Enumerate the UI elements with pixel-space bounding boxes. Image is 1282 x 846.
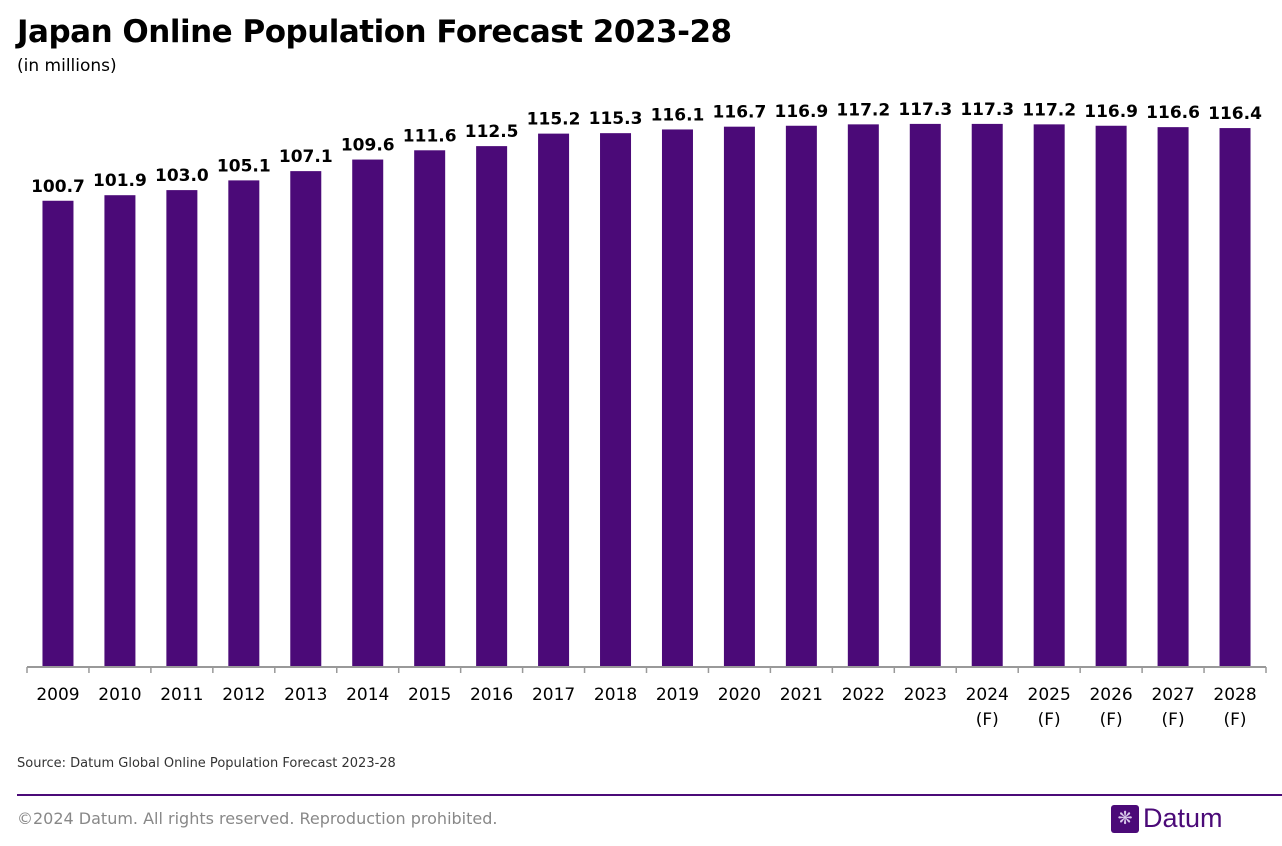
x-tick-label: 2028 [1213,685,1256,705]
x-tick-label: (F) [1162,710,1185,730]
x-tick-label: 2013 [284,685,327,705]
bar [1095,125,1127,668]
data-label: 117.2 [1022,100,1076,120]
x-tick-label: (F) [976,710,999,730]
x-tick-label: 2021 [780,685,823,705]
data-label: 116.6 [1146,103,1200,123]
data-label: 115.3 [589,109,643,129]
data-label: 117.2 [836,100,890,120]
x-tick-label: (F) [1224,710,1247,730]
bar [290,171,322,667]
bar [661,129,693,667]
data-label: 100.7 [31,177,85,197]
x-tick-label: 2012 [222,685,265,705]
source-note: Source: Datum Global Online Population F… [17,756,396,771]
bar [847,124,879,667]
x-tick-label: 2022 [842,685,885,705]
data-label: 116.9 [1084,102,1138,122]
bar [166,190,198,668]
bar [1157,127,1189,668]
data-label: 109.6 [341,136,395,156]
bar [1219,128,1251,667]
logo-text: Datum [1143,803,1223,833]
bar [104,195,136,667]
bar [600,133,632,667]
bar [723,126,755,667]
x-tick-label: 2017 [532,685,575,705]
chart-subtitle: (in millions) [17,56,117,76]
data-label: 111.6 [403,126,457,146]
bar [42,200,74,667]
data-label: 117.3 [960,100,1014,120]
bar [476,146,508,667]
bar [1033,124,1065,667]
datum-logo: ❋ Datum [1111,803,1223,834]
footer-divider [17,794,1282,796]
bar-chart: 100.7 2009 101.9 2010 103.0 2011 105.1 2012 107.… [26,100,1267,730]
data-label: 107.1 [279,147,333,167]
data-label: 117.3 [898,100,952,120]
x-tick-label: 2025 [1028,685,1071,705]
bar [414,150,446,668]
bar [971,123,1003,667]
x-tick-label: 2010 [98,685,141,705]
x-tick-label: 2011 [160,685,203,705]
chart-title: Japan Online Population Forecast 2023-28 [17,14,732,50]
x-tick-label: 2014 [346,685,389,705]
data-label: 116.4 [1208,104,1262,124]
bar [909,123,941,667]
data-label: 105.1 [217,156,271,176]
data-label: 116.7 [713,103,767,123]
copyright: ©2024 Datum. All rights reserved. Reprod… [17,809,498,828]
x-tick-label: 2020 [718,685,761,705]
x-tick-label: 2018 [594,685,637,705]
x-tick-label: 2015 [408,685,451,705]
logo-icon: ❋ [1111,804,1139,833]
bar [785,125,817,668]
x-tick-label: 2019 [656,685,699,705]
x-tick-label: 2027 [1151,685,1194,705]
data-label: 116.9 [774,102,828,122]
bar [352,159,384,667]
data-label: 101.9 [93,171,147,191]
x-tick-label: 2024 [966,685,1009,705]
data-label: 103.0 [155,166,209,186]
bar [228,180,260,667]
x-tick-label: 2009 [36,685,79,705]
x-tick-label: 2016 [470,685,513,705]
data-label: 116.1 [651,105,705,125]
x-tick-label: (F) [1100,710,1123,730]
x-tick-label: 2023 [904,685,947,705]
data-label: 112.5 [465,122,519,142]
x-tick-label: (F) [1038,710,1061,730]
x-tick-label: 2026 [1089,685,1132,705]
bar [538,133,570,667]
data-label: 115.2 [527,110,581,130]
